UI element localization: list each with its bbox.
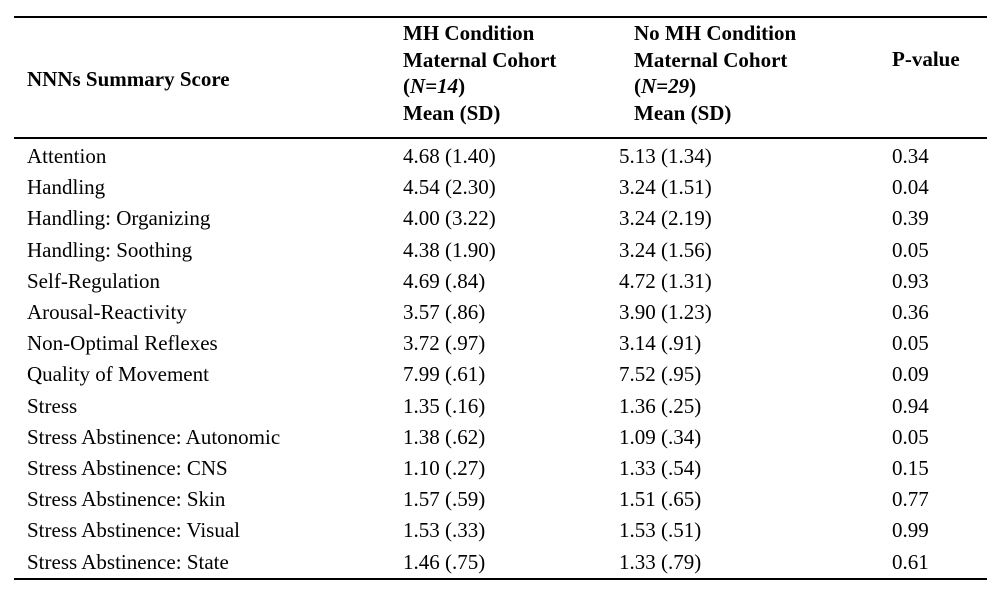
row-p-value: 0.36 [892, 300, 929, 324]
header-nomh-n-open: ( [634, 74, 641, 98]
header-mh-n-open: ( [403, 74, 410, 98]
row-nomh-value: 3.24 (1.56) [619, 237, 712, 262]
header-mh-line1: MH Condition [403, 21, 535, 45]
table-row: Handling: Organizing 4.00 (3.22) 3.24 (2… [14, 203, 987, 234]
row-nomh-value: 1.33 (.54) [619, 456, 702, 480]
row-nomh-value: 4.72 (1.31) [619, 268, 712, 293]
row-p-value: 0.34 [892, 144, 929, 168]
header-score: NNNs Summary Score [27, 67, 230, 91]
row-mh-value: 1.57 (.59) [403, 487, 486, 512]
row-p-value: 0.09 [892, 362, 929, 387]
row-mh-value: 4.00 (3.22) [403, 206, 496, 231]
row-label: Handling: Organizing [27, 206, 211, 231]
header-no-mh-condition: No MH Condition Maternal Cohort (N=29) M… [634, 20, 796, 126]
row-p-value: 0.05 [892, 424, 929, 449]
row-nomh-value: 5.13 (1.34) [619, 144, 712, 168]
row-mh-value: 1.38 (.62) [403, 424, 486, 449]
row-p-value: 0.39 [892, 206, 929, 231]
header-mh-condition: MH Condition Maternal Cohort (N=14) Mean… [403, 20, 556, 126]
row-mh-value: 1.46 (.75) [403, 549, 486, 574]
row-mh-value: 4.54 (2.30) [403, 175, 496, 200]
row-p-value: 0.05 [892, 331, 929, 356]
row-mh-value: 1.10 (.27) [403, 456, 486, 480]
header-nomh-n-line: (N=29) [634, 73, 796, 100]
row-nomh-value: 1.51 (.65) [619, 487, 702, 512]
row-nomh-value: 7.52 (.95) [619, 362, 702, 387]
header-mh-n-line: (N=14) [403, 73, 556, 100]
row-label: Non-Optimal Reflexes [27, 331, 218, 356]
row-p-value: 0.15 [892, 456, 929, 480]
row-p-value: 0.93 [892, 268, 929, 293]
header-nomh-line1: No MH Condition [634, 21, 797, 45]
header-nomh-line2: Maternal Cohort [634, 47, 788, 72]
row-mh-value: 4.68 (1.40) [403, 144, 496, 168]
row-nomh-value: 3.24 (1.51) [619, 175, 712, 200]
header-nomh-n: N=29 [641, 74, 690, 98]
row-p-value: 0.99 [892, 518, 929, 543]
row-mh-value: 3.72 (.97) [403, 331, 486, 356]
row-label: Arousal-Reactivity [27, 300, 187, 324]
table-row: Self-Regulation 4.69 (.84) 4.72 (1.31) 0… [14, 266, 987, 297]
top-rule [14, 16, 987, 18]
row-nomh-value: 1.36 (.25) [619, 393, 702, 418]
header-mh-line2: Maternal Cohort [403, 47, 557, 72]
table-row: Handling 4.54 (2.30) 3.24 (1.51) 0.04 [14, 172, 987, 203]
row-p-value: 0.61 [892, 549, 929, 574]
row-nomh-value: 3.90 (1.23) [619, 300, 712, 324]
row-nomh-value: 3.14 (.91) [619, 331, 702, 356]
header-p-value: P-value [892, 47, 960, 71]
row-label: Self-Regulation [27, 268, 160, 293]
row-mh-value: 7.99 (.61) [403, 362, 486, 387]
row-nomh-value: 1.09 (.34) [619, 424, 702, 449]
row-p-value: 0.04 [892, 175, 929, 200]
header-mh-mean: Mean (SD) [403, 100, 501, 125]
table-row: Arousal-Reactivity 3.57 (.86) 3.90 (1.23… [14, 297, 987, 328]
row-p-value: 0.94 [892, 393, 929, 418]
row-label: Stress Abstinence: Autonomic [27, 424, 281, 449]
row-mh-value: 3.57 (.86) [403, 300, 486, 324]
row-label: Stress Abstinence: State [27, 549, 229, 574]
row-label: Stress [27, 393, 78, 418]
row-mh-value: 1.35 (.16) [403, 393, 486, 418]
row-p-value: 0.05 [892, 237, 929, 262]
row-nomh-value: 1.53 (.51) [619, 518, 702, 543]
header-rule [14, 137, 987, 139]
table-row: Stress Abstinence: Visual 1.53 (.33) 1.5… [14, 515, 987, 546]
header-mh-n: N=14 [410, 74, 459, 98]
header-nomh-mean: Mean (SD) [634, 100, 732, 125]
row-label: Attention [27, 144, 107, 168]
row-p-value: 0.77 [892, 487, 929, 512]
table-row: Quality of Movement 7.99 (.61) 7.52 (.95… [14, 359, 987, 390]
table-row: Handling: Soothing 4.38 (1.90) 3.24 (1.5… [14, 235, 987, 266]
row-label: Stress Abstinence: Visual [27, 518, 241, 543]
row-mh-value: 1.53 (.33) [403, 518, 486, 543]
header-mh-n-close: ) [458, 74, 466, 98]
row-nomh-value: 1.33 (.79) [619, 549, 702, 574]
header-nomh-n-close: ) [689, 74, 697, 98]
bottom-rule [14, 578, 987, 580]
row-label: Handling [27, 175, 106, 200]
table-row: Stress Abstinence: CNS 1.10 (.27) 1.33 (… [14, 453, 987, 484]
row-label: Stress Abstinence: CNS [27, 456, 228, 480]
row-nomh-value: 3.24 (2.19) [619, 206, 712, 231]
row-mh-value: 4.38 (1.90) [403, 237, 496, 262]
row-label: Stress Abstinence: Skin [27, 487, 226, 512]
table-row: Stress Abstinence: State 1.46 (.75) 1.33… [14, 547, 987, 578]
table-row: Non-Optimal Reflexes 3.72 (.97) 3.14 (.9… [14, 328, 987, 359]
row-label: Handling: Soothing [27, 237, 193, 262]
table-row: Stress Abstinence: Autonomic 1.38 (.62) … [14, 422, 987, 453]
row-label: Quality of Movement [27, 362, 209, 387]
table-row: Stress Abstinence: Skin 1.57 (.59) 1.51 … [14, 484, 987, 515]
row-mh-value: 4.69 (.84) [403, 268, 486, 293]
table-row: Attention 4.68 (1.40) 5.13 (1.34) 0.34 [14, 141, 987, 172]
table-row: Stress 1.35 (.16) 1.36 (.25) 0.94 [14, 391, 987, 422]
